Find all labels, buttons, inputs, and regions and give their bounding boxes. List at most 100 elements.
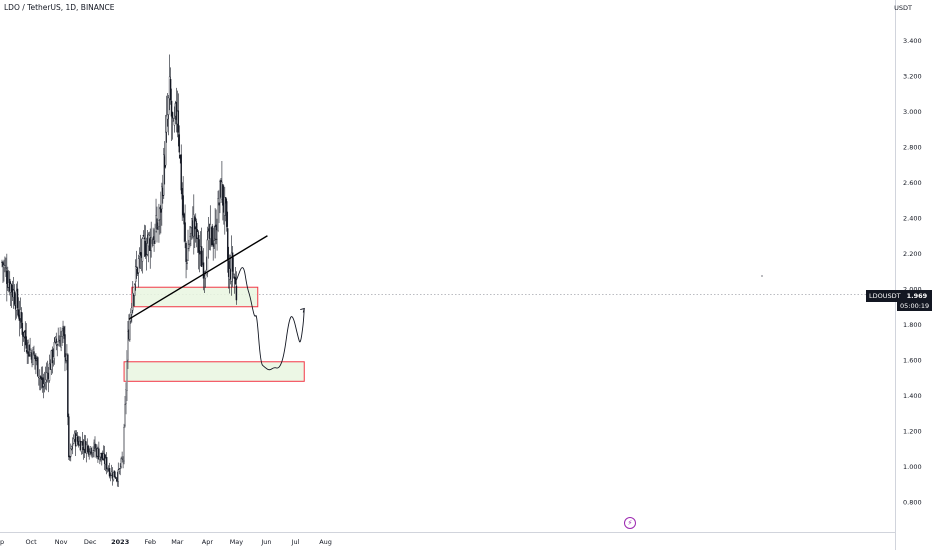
user-drawings[interactable] bbox=[128, 235, 763, 371]
candle-body bbox=[180, 154, 182, 191]
candle bbox=[232, 257, 235, 279]
candle bbox=[173, 106, 176, 133]
candle-body bbox=[232, 273, 235, 275]
candle-body bbox=[226, 228, 229, 260]
candle bbox=[17, 297, 20, 319]
x-tick-label: Nov bbox=[55, 538, 68, 546]
candle bbox=[143, 224, 146, 258]
candle bbox=[131, 302, 133, 323]
candle bbox=[114, 471, 117, 479]
candle bbox=[87, 444, 89, 457]
candle-body bbox=[67, 354, 69, 418]
candle bbox=[60, 331, 62, 352]
candle-body bbox=[130, 312, 132, 322]
candle-body bbox=[141, 238, 144, 262]
candle-body bbox=[20, 312, 23, 323]
candle bbox=[218, 189, 220, 223]
candle bbox=[45, 362, 48, 391]
candle-body bbox=[81, 441, 84, 446]
lightning-icon[interactable]: ⚡ bbox=[624, 517, 636, 529]
candle bbox=[127, 320, 129, 370]
candle bbox=[156, 206, 158, 243]
x-tick-label: Oct bbox=[25, 538, 37, 546]
candle bbox=[180, 144, 182, 195]
candle bbox=[41, 366, 44, 393]
candle bbox=[68, 413, 70, 460]
candle-body bbox=[32, 349, 34, 366]
candle-body bbox=[26, 350, 28, 354]
price-tag-symbol: LDOUSDT bbox=[866, 290, 904, 302]
candle bbox=[125, 382, 127, 415]
candle-body bbox=[198, 250, 201, 255]
candle bbox=[167, 95, 170, 136]
candle-body bbox=[41, 377, 44, 388]
candle-body bbox=[101, 452, 103, 459]
candle bbox=[32, 347, 34, 366]
candle bbox=[231, 245, 234, 287]
candle bbox=[61, 327, 63, 346]
candle bbox=[119, 463, 121, 476]
candle bbox=[16, 281, 19, 316]
candle-body bbox=[197, 235, 200, 253]
candle-body bbox=[63, 326, 65, 336]
x-tick-label: Dec bbox=[84, 538, 97, 546]
candle bbox=[2, 261, 4, 283]
candle bbox=[212, 227, 214, 261]
symbol-title[interactable]: LDO / TetherUS, 1D, BINANCE bbox=[4, 3, 115, 12]
candle-body bbox=[113, 470, 116, 478]
candle bbox=[108, 462, 111, 479]
candle bbox=[217, 190, 219, 233]
candle-body bbox=[225, 197, 227, 204]
candle bbox=[86, 438, 88, 453]
candle-body bbox=[55, 338, 57, 343]
candle-body bbox=[114, 476, 117, 479]
candle-body bbox=[131, 307, 133, 315]
candle-body bbox=[127, 331, 129, 361]
candle bbox=[80, 441, 83, 455]
candle bbox=[196, 229, 199, 253]
candle bbox=[184, 204, 186, 249]
candle bbox=[85, 441, 88, 463]
candle-body bbox=[186, 262, 188, 264]
candle bbox=[139, 234, 142, 270]
candle-body bbox=[91, 453, 93, 455]
candle bbox=[158, 203, 160, 243]
candle-body bbox=[99, 456, 101, 461]
candle-body bbox=[158, 220, 160, 227]
candle-body bbox=[17, 309, 20, 317]
candle bbox=[159, 206, 161, 235]
x-tick-label: May bbox=[230, 538, 244, 546]
candle-body bbox=[177, 110, 180, 133]
candle bbox=[72, 434, 75, 445]
candle-body bbox=[69, 456, 71, 458]
candle bbox=[197, 230, 200, 270]
candle bbox=[188, 239, 190, 252]
candle bbox=[101, 452, 103, 466]
candle-body bbox=[137, 258, 140, 273]
support-zones[interactable] bbox=[123, 286, 305, 382]
candle-body bbox=[144, 240, 147, 257]
candle bbox=[225, 197, 227, 222]
candle-body bbox=[10, 284, 13, 292]
candle bbox=[147, 232, 150, 263]
candle-body bbox=[165, 115, 168, 133]
candle-body bbox=[92, 450, 94, 453]
x-tick-label: p bbox=[0, 538, 4, 546]
candle-body bbox=[76, 436, 79, 442]
candle-body bbox=[106, 468, 109, 470]
candle bbox=[24, 321, 26, 346]
candle bbox=[57, 327, 59, 347]
projection-arrowhead bbox=[300, 307, 305, 313]
candle bbox=[40, 375, 42, 391]
candle-body bbox=[184, 222, 186, 242]
candle-body bbox=[167, 97, 170, 115]
candle bbox=[141, 236, 144, 274]
candle-body bbox=[169, 79, 172, 101]
candle bbox=[42, 373, 45, 399]
candle-body bbox=[1, 261, 3, 263]
candle-body bbox=[61, 330, 63, 337]
candle bbox=[46, 360, 49, 383]
